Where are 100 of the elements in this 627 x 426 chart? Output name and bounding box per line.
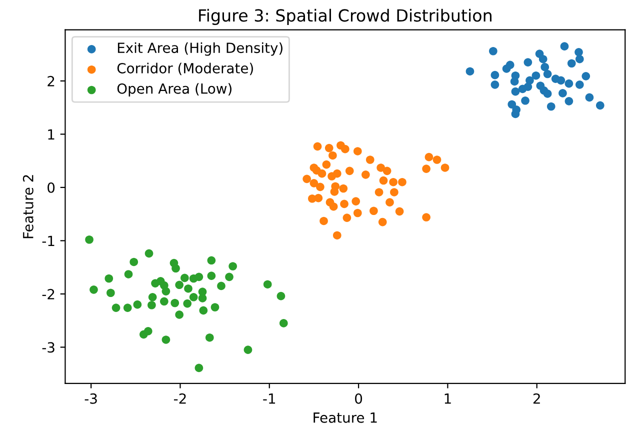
y-tick-label: 0	[48, 182, 55, 193]
point	[558, 89, 567, 98]
point	[244, 346, 252, 354]
point	[556, 76, 566, 85]
x-tick-label: -3	[84, 393, 97, 404]
point	[85, 235, 94, 244]
point	[148, 292, 157, 302]
point	[390, 188, 398, 196]
point	[199, 306, 208, 315]
y-tick-label: -3	[42, 342, 54, 353]
point	[205, 333, 214, 342]
point	[225, 272, 234, 282]
point	[374, 188, 384, 196]
point	[353, 208, 362, 218]
point	[183, 299, 192, 308]
point	[184, 284, 192, 293]
point	[489, 46, 498, 56]
point	[398, 178, 406, 186]
point	[389, 178, 398, 186]
y-axis-title: Feature 2	[22, 175, 34, 238]
point	[162, 336, 170, 344]
point	[543, 70, 552, 78]
point	[340, 200, 348, 208]
point	[90, 286, 98, 294]
point	[207, 272, 216, 280]
point	[564, 79, 574, 88]
point	[310, 179, 318, 188]
point	[175, 280, 184, 290]
point	[526, 76, 534, 85]
point	[332, 231, 342, 240]
point	[538, 54, 548, 64]
point	[382, 166, 392, 176]
point	[313, 142, 322, 151]
point	[106, 288, 115, 298]
point	[524, 58, 532, 66]
point	[596, 101, 604, 110]
point	[378, 218, 387, 226]
point	[342, 214, 352, 222]
point	[510, 77, 519, 86]
point	[207, 256, 216, 265]
point	[320, 216, 328, 226]
point	[540, 62, 550, 72]
point	[511, 87, 520, 96]
point	[194, 272, 204, 282]
point	[130, 258, 138, 266]
point	[567, 59, 576, 68]
point	[316, 182, 324, 192]
y-tick-label: 2	[48, 76, 54, 86]
point	[324, 144, 334, 152]
point	[322, 160, 331, 169]
point	[490, 80, 500, 89]
point	[395, 207, 404, 216]
y-tick-label: -1	[42, 236, 54, 246]
point	[318, 169, 326, 178]
point	[564, 97, 574, 106]
x-tick-label: -2	[174, 393, 186, 404]
point	[330, 188, 339, 196]
x-tick-label: 1	[444, 394, 451, 404]
point	[104, 274, 114, 283]
point	[160, 297, 168, 306]
point	[532, 71, 540, 80]
point	[376, 164, 385, 172]
legend-label: Open Area (Low)	[117, 83, 232, 97]
chart-title: Figure 3: Spatial Crowd Distribution	[199, 8, 492, 25]
point	[560, 42, 569, 50]
point	[543, 90, 552, 98]
point	[112, 304, 120, 312]
point	[228, 262, 237, 270]
point	[332, 169, 342, 178]
x-axis-title: Feature 1	[314, 412, 377, 423]
legend-label: Corridor (Moderate)	[117, 62, 253, 76]
point	[217, 282, 226, 290]
point	[345, 166, 354, 176]
point	[506, 60, 514, 70]
point	[424, 152, 434, 162]
point	[175, 310, 184, 319]
x-tick-label: -1	[263, 394, 276, 404]
point	[352, 197, 360, 206]
point	[180, 274, 189, 282]
point	[279, 319, 288, 328]
point	[194, 364, 204, 372]
point	[124, 270, 133, 278]
point	[574, 48, 583, 56]
point	[386, 198, 394, 207]
x-tick-label: 2	[533, 393, 540, 404]
point	[148, 300, 156, 310]
point	[339, 184, 348, 193]
legend-label: Exit Area (High Density)	[118, 42, 282, 56]
point	[133, 300, 142, 309]
point	[328, 151, 337, 160]
point	[198, 294, 207, 302]
y-tick-label: 1	[48, 129, 54, 140]
point	[422, 164, 430, 173]
point	[162, 287, 170, 296]
point	[366, 156, 374, 164]
point	[422, 213, 430, 222]
point	[263, 280, 272, 289]
point	[546, 102, 556, 111]
point	[521, 96, 530, 105]
x-tick-label: 0	[355, 393, 362, 404]
